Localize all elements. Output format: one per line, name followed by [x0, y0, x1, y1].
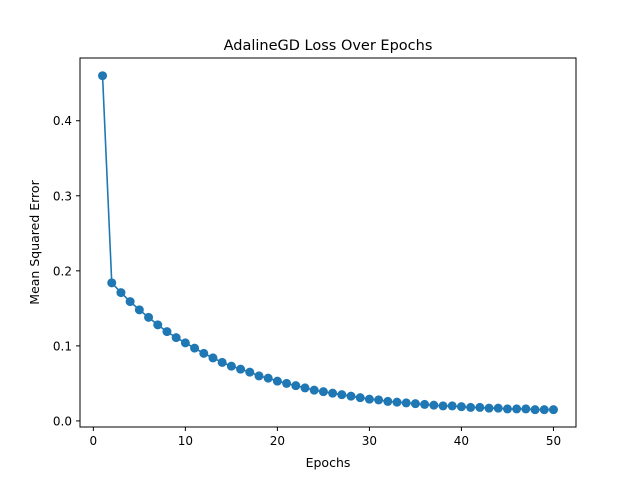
data-point [512, 404, 522, 414]
data-point [521, 404, 531, 414]
data-point [190, 343, 200, 353]
x-tick-label: 30 [362, 434, 377, 448]
data-point [162, 327, 172, 337]
axes-frame [79, 57, 577, 428]
data-point [199, 348, 209, 358]
data-point [116, 288, 126, 298]
data-point [144, 312, 154, 322]
data-point [374, 395, 384, 405]
data-point [346, 391, 356, 401]
data-point [447, 401, 457, 411]
data-point [125, 297, 135, 307]
data-point [401, 398, 411, 408]
data-point [383, 396, 393, 406]
x-tick-label: 40 [454, 434, 469, 448]
data-point [263, 373, 273, 383]
y-axis-label: Mean Squared Error [27, 179, 42, 304]
data-point [392, 397, 402, 407]
chart-title: AdalineGD Loss Over Epochs [224, 38, 433, 54]
data-point [98, 71, 108, 81]
data-point [318, 387, 328, 397]
data-point [466, 402, 476, 412]
data-point [429, 400, 439, 410]
x-tick-label: 10 [178, 434, 193, 448]
y-tick-label: 0.1 [53, 339, 72, 353]
data-point [291, 381, 301, 391]
data-point [502, 404, 512, 414]
x-tick-label: 50 [546, 434, 561, 448]
data-point [134, 305, 144, 315]
data-point [420, 399, 430, 409]
data-point [236, 364, 246, 374]
data-point [171, 333, 181, 343]
data-point [493, 403, 503, 413]
y-tick-label: 0.4 [53, 114, 72, 128]
data-point [337, 390, 347, 400]
data-point [254, 371, 264, 381]
data-point [300, 383, 310, 393]
data-point [539, 405, 549, 415]
y-tick-label: 0.2 [53, 264, 72, 278]
data-point [226, 361, 236, 371]
y-tick-label: 0.0 [53, 414, 72, 428]
data-point [180, 338, 190, 348]
plot-area: 0 10 20 30 40 50 0.0 0.1 0.2 0.3 0.4 [53, 57, 577, 448]
y-tick-label: 0.3 [53, 189, 72, 203]
data-point [282, 378, 292, 388]
data-point [410, 399, 420, 409]
data-point [272, 376, 282, 386]
data-point [107, 278, 117, 288]
data-point [245, 367, 255, 377]
x-tick-label: 0 [90, 434, 98, 448]
data-point [355, 393, 365, 403]
data-point [309, 385, 319, 395]
series-layer [98, 71, 558, 415]
data-point [530, 405, 540, 415]
x-axis: 0 10 20 30 40 50 [90, 427, 561, 448]
data-point [484, 403, 494, 413]
data-point [328, 388, 338, 398]
data-point [438, 401, 448, 411]
y-axis: 0.0 0.1 0.2 0.3 0.4 [53, 114, 80, 428]
data-point [456, 402, 466, 412]
data-point [364, 394, 374, 404]
x-axis-label: Epochs [306, 455, 351, 470]
data-point [217, 357, 227, 367]
data-point [475, 402, 485, 412]
data-point [548, 405, 558, 415]
x-tick-label: 20 [270, 434, 285, 448]
data-point [153, 320, 163, 330]
data-point [208, 353, 218, 363]
